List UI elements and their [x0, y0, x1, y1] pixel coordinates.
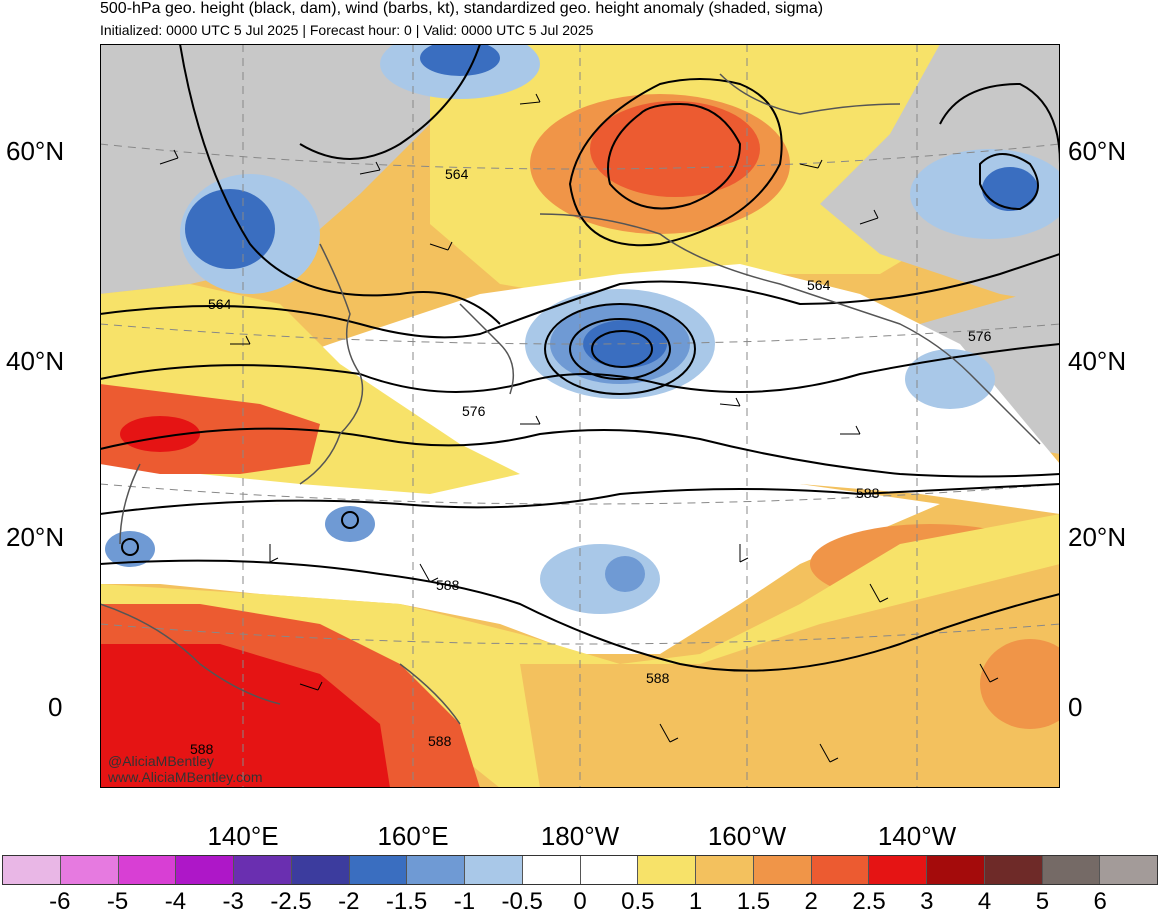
colorbar-tick-label: -1.5 — [385, 888, 428, 915]
colorbar-tick-label: -2.5 — [270, 888, 312, 915]
anomaly-blue-trop-west — [105, 531, 155, 567]
credit-url: www.AliciaMBentley.com — [107, 769, 263, 785]
colorbar-tick-label: -0.5 — [501, 888, 543, 915]
colorbar-tick-label: -1 — [453, 888, 476, 915]
lon-label-160e: 160°E — [377, 821, 449, 851]
colorbar-swatch — [349, 856, 408, 884]
colorbar-tick-label: -3 — [222, 888, 244, 915]
colorbar-swatch — [1100, 856, 1157, 884]
lat-label-40n-right: 40°N — [1068, 346, 1127, 376]
colorbar-swatch — [753, 856, 812, 884]
map-subtitle: Initialized: 0000 UTC 5 Jul 2025 | Forec… — [100, 22, 594, 38]
colorbar-swatch — [465, 856, 523, 884]
anomaly-red-alaska — [590, 101, 760, 197]
colorbar-tick-label: 6 — [1093, 888, 1107, 915]
contour-label: 588 — [436, 577, 460, 593]
colorbar-tick-label: -2 — [338, 888, 360, 915]
colorbar-swatch — [522, 856, 581, 884]
credit-handle: @AliciaMBentley — [108, 753, 214, 769]
map-frame — [100, 44, 1060, 788]
colorbar-tick-label: 0 — [573, 888, 587, 915]
contour-label: 588 — [190, 741, 214, 757]
lat-label-eq-left: 0 — [48, 692, 63, 722]
contour-label: 576 — [462, 403, 486, 419]
colorbar-tick-label: 2 — [804, 888, 818, 915]
lat-label-20n-left: 20°N — [6, 522, 65, 552]
map-title: 500-hPa geo. height (black, dam), wind (… — [100, 0, 824, 17]
weather-map: 564 564 564 576 576 588 588 588 588 588 … — [100, 44, 1060, 788]
lat-label-60n-right: 60°N — [1068, 136, 1127, 166]
colorbar-swatch — [234, 856, 292, 884]
contour-label: 576 — [968, 328, 992, 344]
wind-barbs — [159, 93, 999, 763]
anomaly-blue-arctic-core — [420, 44, 500, 76]
colorbar-tick-label: 4 — [977, 888, 992, 915]
graticule — [100, 44, 1060, 788]
colorbar-swatch — [580, 856, 639, 884]
colorbar-tick-label: -6 — [49, 888, 71, 915]
colorbar-swatch — [984, 856, 1043, 884]
colorbar-swatch — [407, 856, 465, 884]
lat-label-eq-right: 0 — [1068, 692, 1083, 722]
lon-label-140e: 140°E — [207, 821, 279, 851]
lon-label-160w: 160°W — [707, 821, 787, 851]
coastlines — [100, 73, 1041, 725]
contour-label: 564 — [208, 296, 232, 312]
anomaly-blue-trop-mid — [325, 506, 375, 542]
contour-label: 588 — [428, 733, 452, 749]
colorbar-swatch — [811, 856, 870, 884]
colorbar-tick-label: 2.5 — [852, 888, 886, 915]
anomaly-orange-far-east — [980, 639, 1060, 729]
colorbar-tick-label: -5 — [106, 888, 129, 915]
contour-label: 564 — [807, 277, 831, 293]
colorbar — [2, 855, 1158, 885]
colorbar-swatch — [638, 856, 696, 884]
anomaly-white-subtropics — [100, 484, 940, 654]
colorbar-swatch — [869, 856, 927, 884]
colorbar-ticks: -6 -5 -4 -3 -2.5 -2 -1.5 -1 -0.5 0 0.5 1 1.5 2 2.5 3 4 5 6 — [2, 888, 1158, 915]
anomaly-red-core-west — [120, 416, 200, 452]
anomaly-orange-south — [520, 564, 1060, 788]
anomaly-blue-gulf — [905, 349, 995, 409]
lat-label-20n-right: 20°N — [1068, 522, 1127, 552]
colorbar-tick-label: 5 — [1035, 888, 1050, 915]
anomaly-blue-siberia-core — [185, 189, 275, 269]
lon-label-180w: 180°W — [540, 821, 620, 851]
anomaly-deep-red-southwest — [100, 644, 390, 788]
colorbar-swatch — [118, 856, 177, 884]
colorbar-swatch — [1042, 856, 1101, 884]
anomaly-blue-trop-east-core — [605, 556, 645, 592]
colorbar-tick-label: 3 — [920, 888, 934, 915]
contour-label: 564 — [445, 166, 469, 182]
colorbar-swatch — [927, 856, 985, 884]
colorbar-swatch — [176, 856, 234, 884]
colorbar-swatch — [291, 856, 350, 884]
contour-label: 588 — [646, 670, 670, 686]
lon-label-140w: 140°W — [877, 821, 957, 851]
contour-label: 588 — [856, 485, 880, 501]
height-contours — [100, 44, 1060, 672]
anomaly-blue-canada-core — [982, 167, 1038, 211]
colorbar-tick-label: -4 — [164, 888, 187, 915]
colorbar-tick-label: 1 — [688, 888, 703, 915]
colorbar-tick-label: 0.5 — [621, 888, 655, 915]
colorbar-swatch — [60, 856, 119, 884]
colorbar-swatch — [3, 856, 61, 884]
lat-label-40n-left: 40°N — [6, 346, 65, 376]
colorbar-tick-label: 1.5 — [736, 888, 771, 915]
colorbar-swatch — [696, 856, 754, 884]
lat-label-60n-left: 60°N — [6, 136, 65, 166]
